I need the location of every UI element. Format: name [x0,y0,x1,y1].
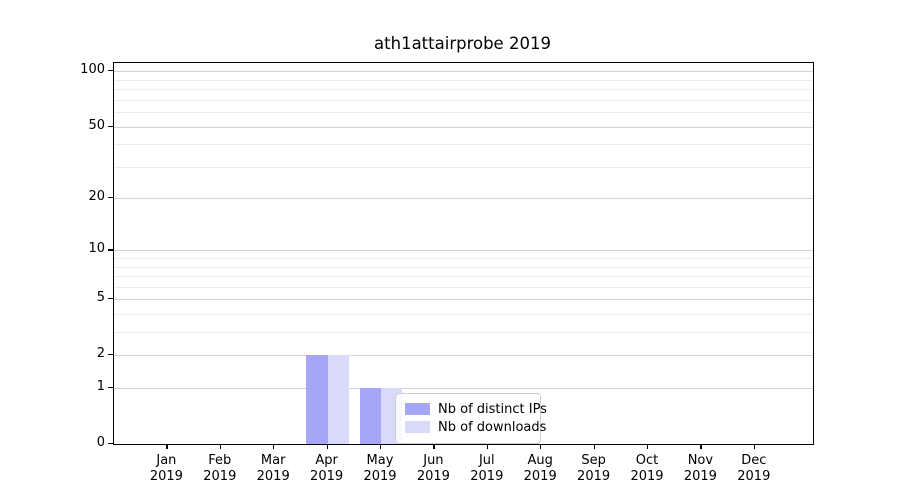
major-gridline [114,388,813,389]
minor-gridline [114,144,813,146]
plot-area: Nb of distinct IPs Nb of downloads [113,62,814,445]
x-tick-label-aug: Aug 2019 [523,453,557,484]
y-tick-mark [108,387,113,389]
legend-label-distinct-ips: Nb of distinct IPs [438,401,547,417]
x-tick-label-dec: Dec 2019 [737,453,771,484]
y-tick-mark [108,125,113,127]
y-tick-label: 100 [80,62,105,78]
y-tick-label: 0 [96,435,105,450]
y-tick-label: 5 [96,290,105,306]
x-tick-label-jun: Jun 2019 [416,453,450,484]
bar-apr-series1 [327,355,349,444]
x-tick-label-sep: Sep 2019 [577,453,611,484]
x-tick-label-oct: Oct 2019 [630,453,664,484]
x-tick-label-jul: Jul 2019 [470,453,504,484]
y-tick-label: 10 [88,241,105,257]
y-tick-mark [108,197,113,199]
legend-item-downloads: Nb of downloads [405,418,546,436]
legend-swatch-downloads-icon [405,421,430,433]
x-tick-mark [380,444,382,449]
x-tick-mark [753,444,755,449]
minor-gridline [114,258,813,260]
minor-gridline [114,314,813,315]
x-tick-mark [166,444,168,449]
x-tick-mark [540,444,542,449]
minor-gridline [114,286,813,288]
x-tick-label-jan: Jan 2019 [149,453,183,484]
minor-gridline [114,112,813,114]
major-gridline [114,198,813,200]
x-tick-mark [219,444,221,449]
chart-title: ath1attairprobe 2019 [374,34,551,53]
x-tick-label-apr: Apr 2019 [310,453,344,484]
y-tick-label: 2 [96,346,105,362]
y-tick-label: 50 [88,117,105,133]
x-tick-label-may: May 2019 [363,453,397,484]
x-tick-mark [326,444,328,449]
bar-may-series0 [359,388,381,444]
y-tick-mark [108,354,113,356]
x-tick-mark [486,444,488,449]
y-tick-mark [108,70,113,72]
major-gridline [114,299,813,301]
x-tick-label-nov: Nov 2019 [683,453,717,484]
bar-apr-series0 [306,355,328,444]
minor-gridline [114,266,813,268]
x-tick-label-feb: Feb 2019 [203,453,237,484]
y-tick-mark [108,249,113,251]
x-tick-mark [700,444,702,449]
minor-gridline [114,99,813,101]
y-tick-label: 20 [88,189,105,205]
minor-gridline [114,276,813,278]
minor-gridline [114,89,813,91]
y-tick-label: 1 [96,379,105,394]
major-gridline [114,250,813,252]
y-tick-mark [108,298,113,300]
legend-item-distinct-ips: Nb of distinct IPs [405,400,547,418]
legend: Nb of distinct IPs Nb of downloads [395,393,547,444]
major-gridline [114,355,813,357]
x-tick-mark [433,444,435,449]
major-gridline [114,126,813,128]
x-tick-mark [273,444,275,449]
y-tick-mark [108,443,113,445]
legend-label-downloads: Nb of downloads [438,419,547,435]
x-tick-mark [647,444,649,449]
minor-gridline [114,332,813,334]
x-tick-label-mar: Mar 2019 [256,453,290,484]
minor-gridline [114,166,813,168]
minor-gridline [114,79,813,81]
major-gridline [114,71,813,73]
legend-swatch-distinct-ips-icon [405,403,430,415]
x-tick-mark [593,444,595,449]
